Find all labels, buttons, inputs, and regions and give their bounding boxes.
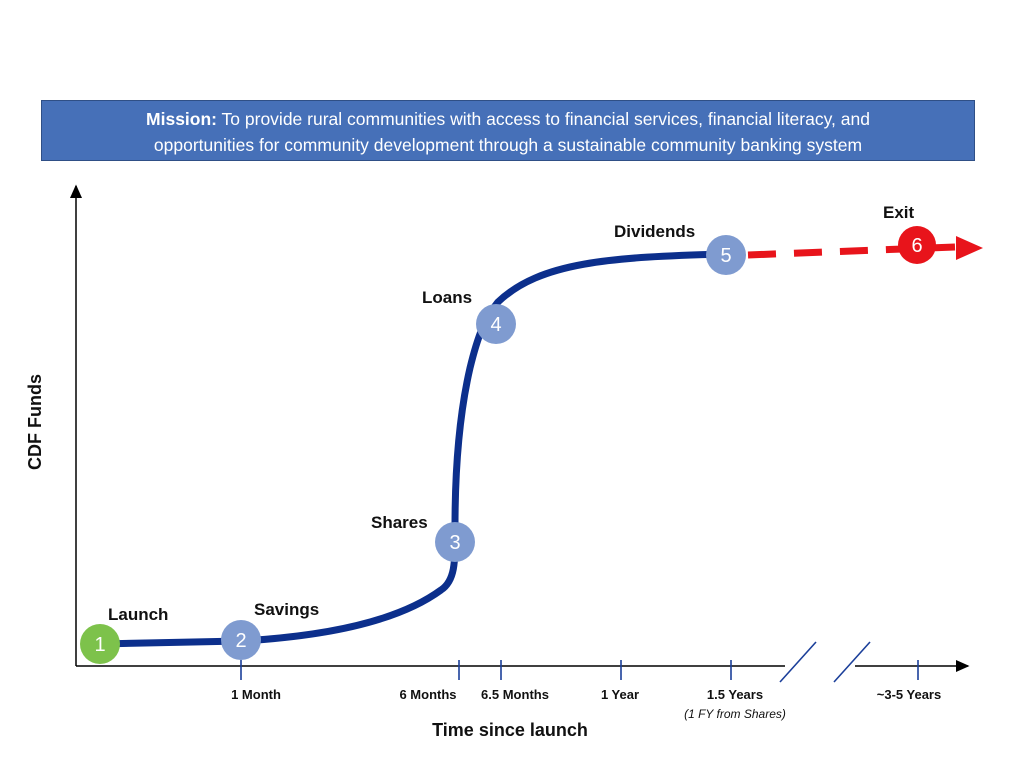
stage-circle xyxy=(706,235,746,275)
stage-node-5: 5 xyxy=(706,235,746,275)
stage-label-exit: Exit xyxy=(883,203,915,222)
stage-circle xyxy=(476,304,516,344)
stage-label-dividends: Dividends xyxy=(614,222,695,241)
stage-node-1: 1 xyxy=(80,624,120,664)
mission-text-line1: To provide rural communities with access… xyxy=(221,109,870,129)
tick-note-1-fy-from-shares: (1 FY from Shares) xyxy=(684,707,786,721)
growth-curve xyxy=(96,250,730,648)
mission-text-line2: opportunities for community development … xyxy=(153,135,863,155)
tick-label-1-month: 1 Month xyxy=(231,687,281,702)
stage-number: 6 xyxy=(911,235,922,257)
stage-node-4: 4 xyxy=(476,304,516,344)
stage-node-2: 2 xyxy=(221,620,261,660)
stage-number: 3 xyxy=(449,532,460,554)
y-axis-title: CDF Funds xyxy=(25,374,45,470)
axis-break-mark xyxy=(779,641,817,683)
exit-dashed-line xyxy=(747,243,956,259)
exit-arrowhead xyxy=(956,236,983,260)
stage-label-loans: Loans xyxy=(422,288,472,307)
stage-circle xyxy=(435,522,475,562)
tick-label-1-5-years: 1.5 Years xyxy=(707,687,763,702)
tick-label-6-months: 6 Months xyxy=(399,687,456,702)
stage-number: 2 xyxy=(235,630,246,652)
stage-node-6: 6 xyxy=(898,226,936,264)
stage-circle xyxy=(898,226,936,264)
stage-label-launch: Launch xyxy=(108,605,168,624)
stage-label-shares: Shares xyxy=(371,513,428,532)
stage-label-savings: Savings xyxy=(254,600,319,619)
stage-circle xyxy=(221,620,261,660)
stage-node-3: 3 xyxy=(435,522,475,562)
x-axis-title: Time since launch xyxy=(432,720,588,740)
mission-label: Mission: xyxy=(146,109,217,129)
stage-number: 5 xyxy=(720,245,731,267)
stage-number: 4 xyxy=(490,314,501,336)
tick-label-3-5-years: ~3-5 Years xyxy=(877,687,941,702)
mission-banner: Mission: To provide rural communities wi… xyxy=(41,100,975,161)
tick-label-6-5-months: 6.5 Months xyxy=(481,687,549,702)
stage-number: 1 xyxy=(94,634,105,656)
axis-break-mark xyxy=(833,641,871,683)
tick-label-1-year: 1 Year xyxy=(601,687,639,702)
stage-circle xyxy=(80,624,120,664)
